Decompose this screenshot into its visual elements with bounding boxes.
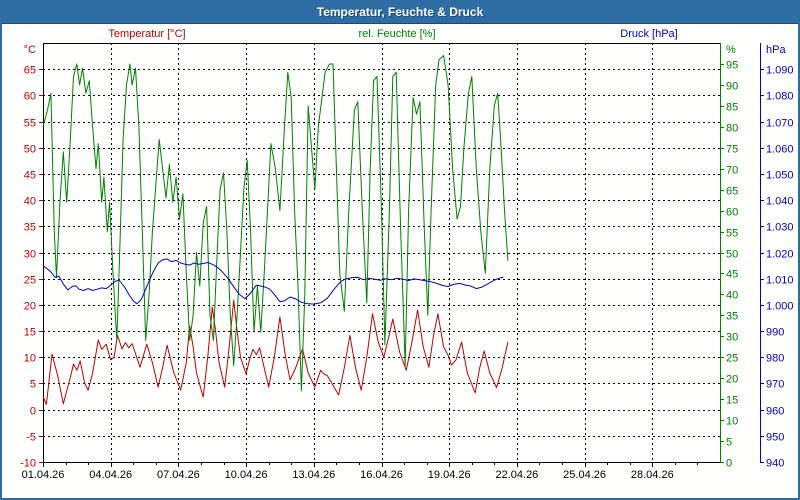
humidity-series-line <box>42 55 509 392</box>
temperature-series-line <box>42 299 509 405</box>
humidity-tick-label: 5 <box>726 437 732 449</box>
humidity-tick-label: 30 <box>726 332 738 344</box>
x-axis-date-label: 22.04.26 <box>495 469 538 481</box>
pressure-tick-label: 1.050 <box>766 170 794 182</box>
temp-axis-unit: °C <box>24 44 36 56</box>
temp-tick-label: 40 <box>24 196 36 208</box>
humidity-tick-label: 40 <box>726 290 738 302</box>
temp-tick-label: -5 <box>26 432 36 444</box>
humidity-tick-label: 25 <box>726 353 738 365</box>
temp-tick-label: 60 <box>24 91 36 103</box>
pressure-tick-label: 1.030 <box>766 222 794 234</box>
temp-tick-label: 55 <box>24 118 36 130</box>
humidity-tick-label: 80 <box>726 123 738 135</box>
temp-tick-label: 5 <box>30 379 36 391</box>
pressure-tick-label: 1.080 <box>766 91 794 103</box>
chart-area: Temperatur [°C] rel. Feuchte [%] Druck [… <box>2 25 798 498</box>
humidity-tick-label: 85 <box>726 102 738 114</box>
temp-tick-label: 30 <box>24 249 36 261</box>
temp-tick-label: 50 <box>24 144 36 156</box>
legend-temperature: Temperatur [°C] <box>108 28 186 40</box>
humidity-tick-label: 90 <box>726 81 738 93</box>
humidity-tick-label: 45 <box>726 269 738 281</box>
humidity-tick-label: 15 <box>726 395 738 407</box>
plot-frame <box>43 43 720 463</box>
temp-tick-label: 25 <box>24 275 36 287</box>
window-title: Temperatur, Feuchte & Druck <box>316 5 484 19</box>
pressure-tick-label: 1.060 <box>766 144 794 156</box>
x-axis-date-label: 10.04.26 <box>225 469 268 481</box>
temp-tick-label: -10 <box>20 458 36 470</box>
pressure-tick-label: 950 <box>766 432 784 444</box>
legend-pressure: Druck [hPa] <box>620 28 678 40</box>
humidity-axis-unit: % <box>726 44 736 56</box>
x-axis-date-label: 01.04.26 <box>22 469 65 481</box>
x-axis-date-label: 07.04.26 <box>157 469 200 481</box>
x-axis-date-label: 25.04.26 <box>563 469 606 481</box>
temp-tick-label: 10 <box>24 353 36 365</box>
pressure-tick-label: 960 <box>766 406 784 418</box>
humidity-tick-label: 70 <box>726 165 738 177</box>
x-axis-date-label: 04.04.26 <box>89 469 132 481</box>
title-bar: Temperatur, Feuchte & Druck <box>2 2 798 24</box>
temp-tick-label: 65 <box>24 65 36 77</box>
humidity-tick-label: 50 <box>726 249 738 261</box>
temp-tick-label: 0 <box>30 406 36 418</box>
humidity-tick-label: 55 <box>726 228 738 240</box>
humidity-tick-label: 20 <box>726 374 738 386</box>
humidity-tick-label: 65 <box>726 186 738 198</box>
humidity-tick-label: 0 <box>726 458 732 470</box>
humidity-tick-label: 10 <box>726 416 738 428</box>
legend-humidity: rel. Feuchte [%] <box>358 28 436 40</box>
pressure-axis-unit: hPa <box>766 44 786 56</box>
pressure-tick-label: 980 <box>766 353 784 365</box>
x-axis-date-label: 13.04.26 <box>292 469 335 481</box>
pressure-tick-label: 990 <box>766 327 784 339</box>
pressure-tick-label: 1.040 <box>766 196 794 208</box>
temp-tick-label: 20 <box>24 301 36 313</box>
temp-tick-label: 35 <box>24 222 36 234</box>
chart-plot: -10 -5 0 5 10 15 20 25 30 35 40 45 50 55 60 65 0 5 10 15 20 2… <box>20 43 794 481</box>
pressure-tick-label: 1.020 <box>766 249 794 261</box>
pressure-tick-label: 970 <box>766 379 784 391</box>
humidity-tick-label: 35 <box>726 311 738 323</box>
temp-tick-label: 15 <box>24 327 36 339</box>
pressure-tick-label: 1.010 <box>766 275 794 287</box>
x-axis-date-label: 28.04.26 <box>631 469 674 481</box>
pressure-tick-label: 1.000 <box>766 301 794 313</box>
humidity-tick-label: 95 <box>726 60 738 72</box>
pressure-tick-label: 1.070 <box>766 118 794 130</box>
humidity-tick-label: 60 <box>726 207 738 219</box>
x-axis-date-label: 16.04.26 <box>360 469 403 481</box>
pressure-tick-label: 940 <box>766 458 784 470</box>
pressure-series-line <box>42 258 504 305</box>
temp-tick-label: 45 <box>24 170 36 182</box>
pressure-tick-label: 1.090 <box>766 65 794 77</box>
x-axis-date-label: 19.04.26 <box>428 469 471 481</box>
humidity-tick-label: 75 <box>726 144 738 156</box>
